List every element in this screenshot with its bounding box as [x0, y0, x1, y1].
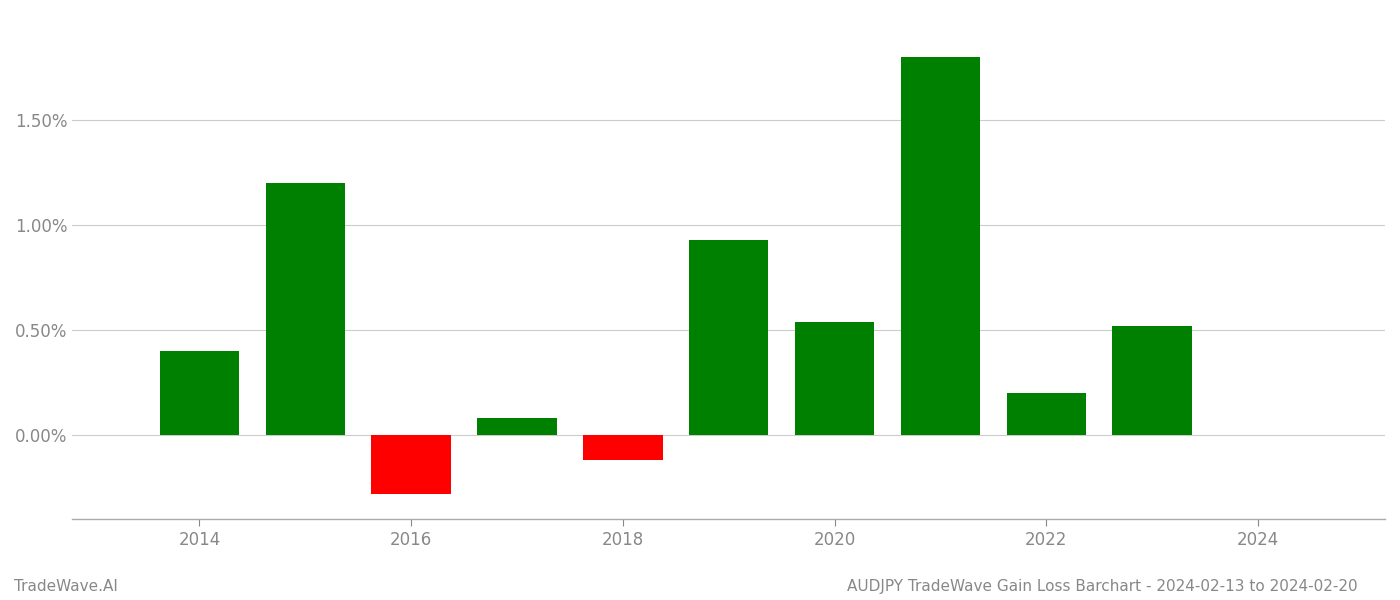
- Bar: [689, 240, 769, 435]
- Bar: [1113, 326, 1191, 435]
- Text: TradeWave.AI: TradeWave.AI: [14, 579, 118, 594]
- Bar: [584, 435, 662, 460]
- Bar: [266, 183, 344, 435]
- Bar: [371, 435, 451, 494]
- Bar: [160, 351, 239, 435]
- Bar: [900, 57, 980, 435]
- Text: AUDJPY TradeWave Gain Loss Barchart - 2024-02-13 to 2024-02-20: AUDJPY TradeWave Gain Loss Barchart - 20…: [847, 579, 1358, 594]
- Bar: [1007, 393, 1086, 435]
- Bar: [477, 418, 557, 435]
- Bar: [795, 322, 874, 435]
